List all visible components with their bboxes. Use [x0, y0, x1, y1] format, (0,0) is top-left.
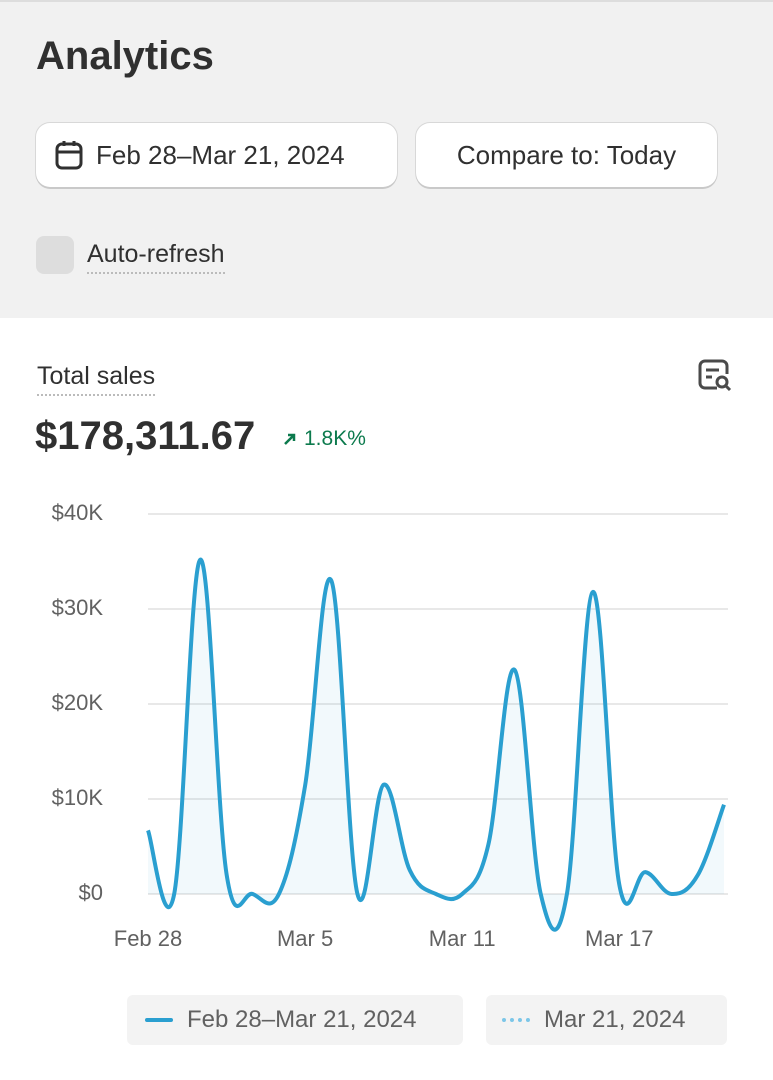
- legend-item[interactable]: Mar 21, 2024: [486, 995, 727, 1045]
- auto-refresh-checkbox[interactable]: [36, 236, 74, 274]
- y-tick-label: $0: [79, 880, 103, 905]
- x-tick-label: Feb 28: [114, 926, 183, 951]
- date-range: Feb 28–Mar 21, 2024: [96, 139, 345, 170]
- legend-swatch: [502, 1018, 530, 1022]
- x-tick-label: Mar 11: [429, 926, 496, 951]
- up-arrow: [284, 433, 296, 445]
- legend-item[interactable]: Feb 28–Mar 21, 2024: [127, 995, 463, 1045]
- x-tick-label: Mar 17: [585, 926, 653, 951]
- area: [148, 559, 724, 930]
- total-value: $178,311.67: [35, 414, 256, 458]
- date-button[interactable]: Feb 28–Mar 21, 2024: [36, 123, 397, 187]
- y-tick-label: $30K: [52, 595, 104, 620]
- y-tick-label: $20K: [52, 690, 104, 715]
- line: [146, 557, 726, 932]
- compare-button[interactable]: Compare to: Today: [416, 123, 717, 187]
- auto-refresh-label: Auto-refresh: [87, 240, 225, 274]
- legend-label: Feb 28–Mar 21, 2024: [187, 1006, 417, 1033]
- title: Analytics: [36, 34, 214, 78]
- y-tick-label: $10K: [52, 785, 104, 810]
- card-label: Total sales: [37, 362, 156, 396]
- chart: $0 $10K $20K $30K $40K Feb 28 Mar 5 Mar 11 Mar 1…: [52, 500, 728, 951]
- search-icon[interactable]: [697, 358, 733, 394]
- x-tick-label: Mar 5: [277, 926, 333, 951]
- y-tick-label: $40K: [52, 500, 104, 525]
- change: 1.8K%: [282, 427, 366, 451]
- compare-label: Compare to: Today: [456, 139, 677, 170]
- change-value: 1.8K%: [304, 427, 366, 450]
- legend-label: Mar 21, 2024: [544, 1006, 686, 1033]
- legend-swatch: [145, 1018, 173, 1022]
- calendar-icon: [55, 141, 83, 170]
